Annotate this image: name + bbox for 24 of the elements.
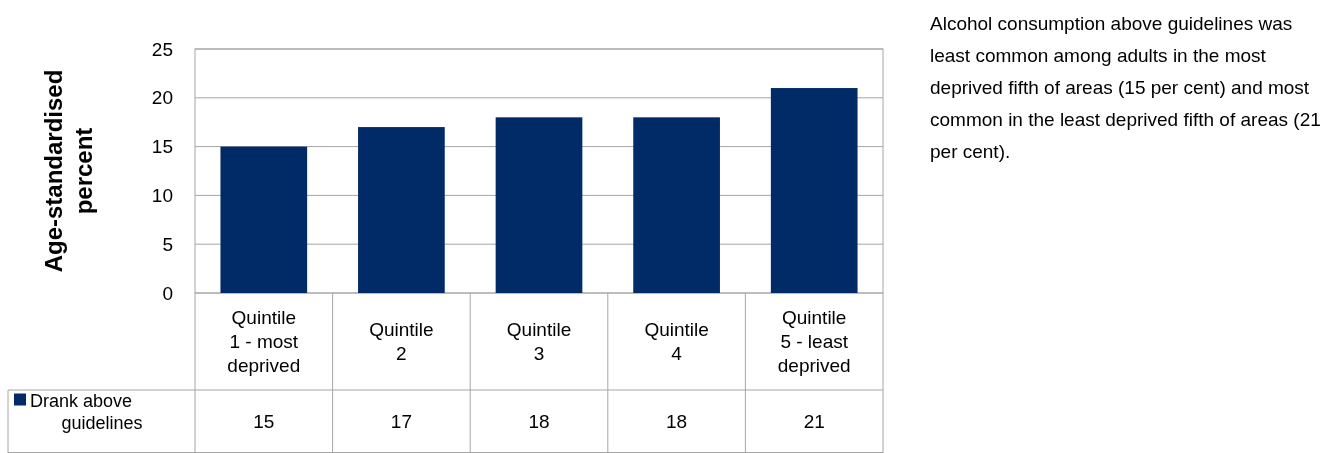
text: Alcohol consumption above guidelines was least common among adults in the most deprived fifth of areas (15 per cent) and most common in the least deprived fifth of areas (21 per cent). xyxy=(930,12,1322,164)
data-label: 17 xyxy=(390,411,412,433)
x-tick-label: Quintile 5 - least deprived xyxy=(777,307,851,377)
x-tick-label: Quintile 1 - most deprived xyxy=(227,307,301,377)
legend-label: Drank above guidelines xyxy=(30,390,143,433)
y-tick-label: 0 xyxy=(162,282,173,304)
bar xyxy=(770,88,858,293)
x-tick-label: Quintile 2 xyxy=(369,319,434,365)
y-tick-label: 20 xyxy=(151,87,173,109)
x-tick-label: Quintile 3 xyxy=(506,319,572,365)
data-label: 21 xyxy=(803,411,825,433)
y-tick-label: 5 xyxy=(162,233,173,255)
y-axis-title: Age-standardised percent xyxy=(40,69,97,273)
data-label: 18 xyxy=(528,411,550,433)
bar xyxy=(358,127,445,293)
bar xyxy=(495,117,583,293)
data-label: 15 xyxy=(253,411,275,433)
x-tick-label: Quintile 4 xyxy=(644,319,709,365)
y-tick-label: 15 xyxy=(151,136,173,158)
data-label: 18 xyxy=(666,411,688,433)
bar xyxy=(633,117,720,293)
y-tick-label: 10 xyxy=(151,185,173,207)
bar xyxy=(220,146,308,293)
y-tick-label: 25 xyxy=(151,38,173,60)
